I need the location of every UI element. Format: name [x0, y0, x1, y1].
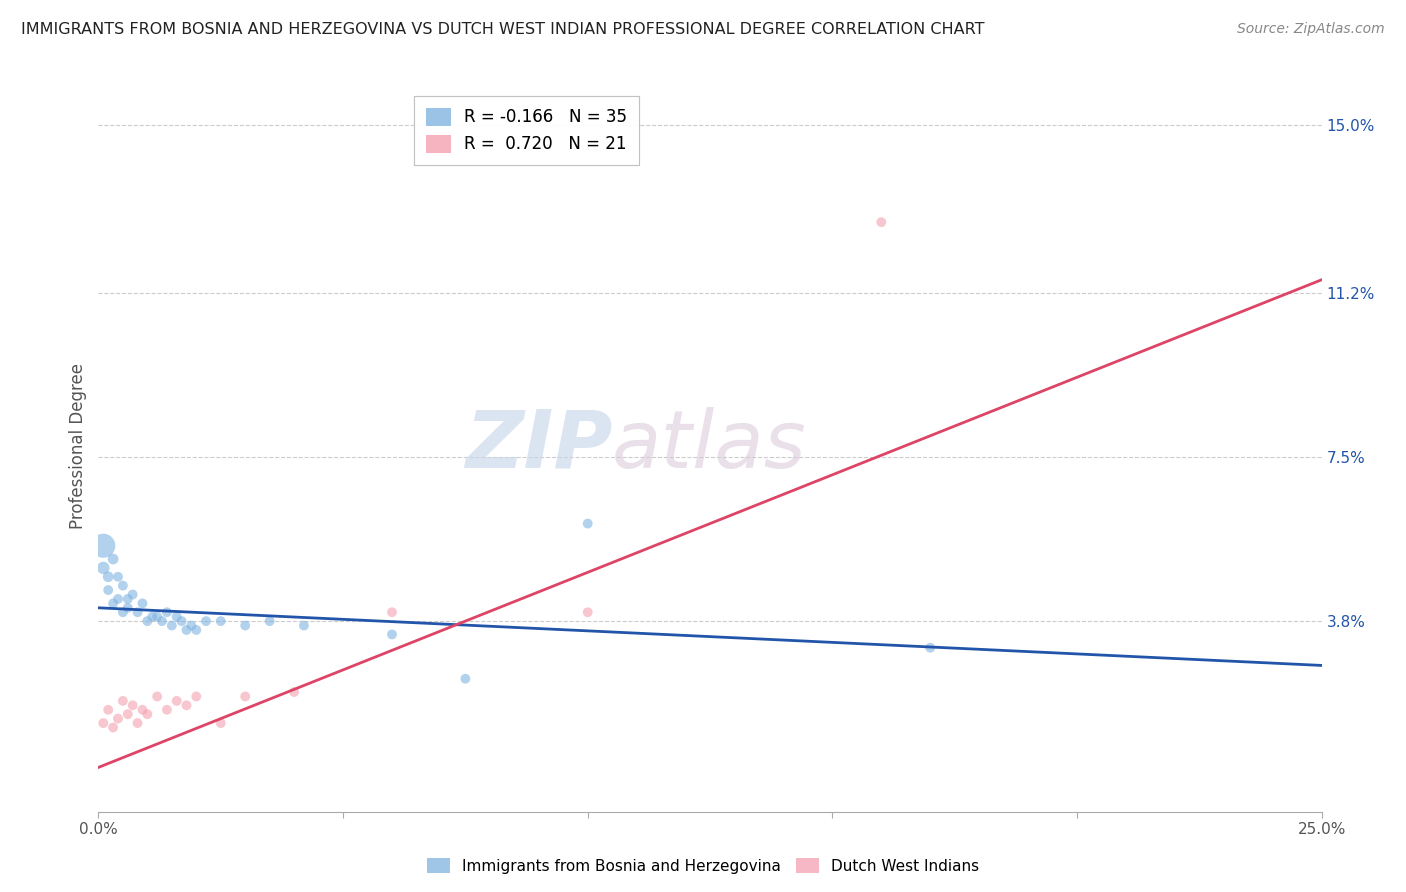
- Point: [107, 570, 129, 584]
- Point: [150, 614, 173, 628]
- Point: [209, 716, 232, 731]
- Legend: R = -0.166   N = 35, R =  0.720   N = 21: R = -0.166 N = 35, R = 0.720 N = 21: [415, 96, 638, 165]
- Point: [156, 703, 179, 717]
- Point: [283, 685, 305, 699]
- Point: [259, 614, 281, 628]
- Point: [576, 605, 599, 619]
- Point: [97, 703, 120, 717]
- Point: [97, 583, 120, 598]
- Point: [176, 623, 198, 637]
- Point: [381, 605, 404, 619]
- Point: [233, 690, 256, 704]
- Point: [91, 716, 114, 731]
- Point: [111, 579, 134, 593]
- Point: [121, 587, 143, 601]
- Point: [136, 614, 159, 628]
- Point: [180, 618, 202, 632]
- Point: [156, 605, 179, 619]
- Point: [121, 698, 143, 713]
- Point: [381, 627, 404, 641]
- Point: [576, 516, 599, 531]
- Point: [160, 618, 183, 632]
- Point: [209, 614, 232, 628]
- Legend: Immigrants from Bosnia and Herzegovina, Dutch West Indians: Immigrants from Bosnia and Herzegovina, …: [420, 852, 986, 880]
- Point: [195, 614, 218, 628]
- Point: [146, 690, 169, 704]
- Point: [186, 690, 208, 704]
- Text: IMMIGRANTS FROM BOSNIA AND HERZEGOVINA VS DUTCH WEST INDIAN PROFESSIONAL DEGREE : IMMIGRANTS FROM BOSNIA AND HERZEGOVINA V…: [21, 22, 984, 37]
- Point: [127, 716, 149, 731]
- Point: [91, 539, 114, 553]
- Point: [166, 609, 188, 624]
- Point: [870, 215, 893, 229]
- Point: [97, 570, 120, 584]
- Point: [166, 694, 188, 708]
- Point: [101, 552, 124, 566]
- Point: [141, 609, 163, 624]
- Point: [117, 600, 139, 615]
- Point: [111, 694, 134, 708]
- Point: [176, 698, 198, 713]
- Point: [454, 672, 477, 686]
- Point: [111, 605, 134, 619]
- Point: [186, 623, 208, 637]
- Text: atlas: atlas: [612, 407, 807, 485]
- Point: [127, 605, 149, 619]
- Point: [136, 707, 159, 722]
- Point: [117, 707, 139, 722]
- Point: [101, 596, 124, 610]
- Point: [101, 721, 124, 735]
- Point: [292, 618, 315, 632]
- Point: [107, 591, 129, 606]
- Point: [91, 561, 114, 575]
- Text: ZIP: ZIP: [465, 407, 612, 485]
- Point: [170, 614, 193, 628]
- Point: [233, 618, 256, 632]
- Point: [146, 609, 169, 624]
- Text: Source: ZipAtlas.com: Source: ZipAtlas.com: [1237, 22, 1385, 37]
- Point: [131, 596, 153, 610]
- Point: [920, 640, 942, 655]
- Point: [117, 591, 139, 606]
- Y-axis label: Professional Degree: Professional Degree: [69, 363, 87, 529]
- Point: [107, 712, 129, 726]
- Point: [131, 703, 153, 717]
